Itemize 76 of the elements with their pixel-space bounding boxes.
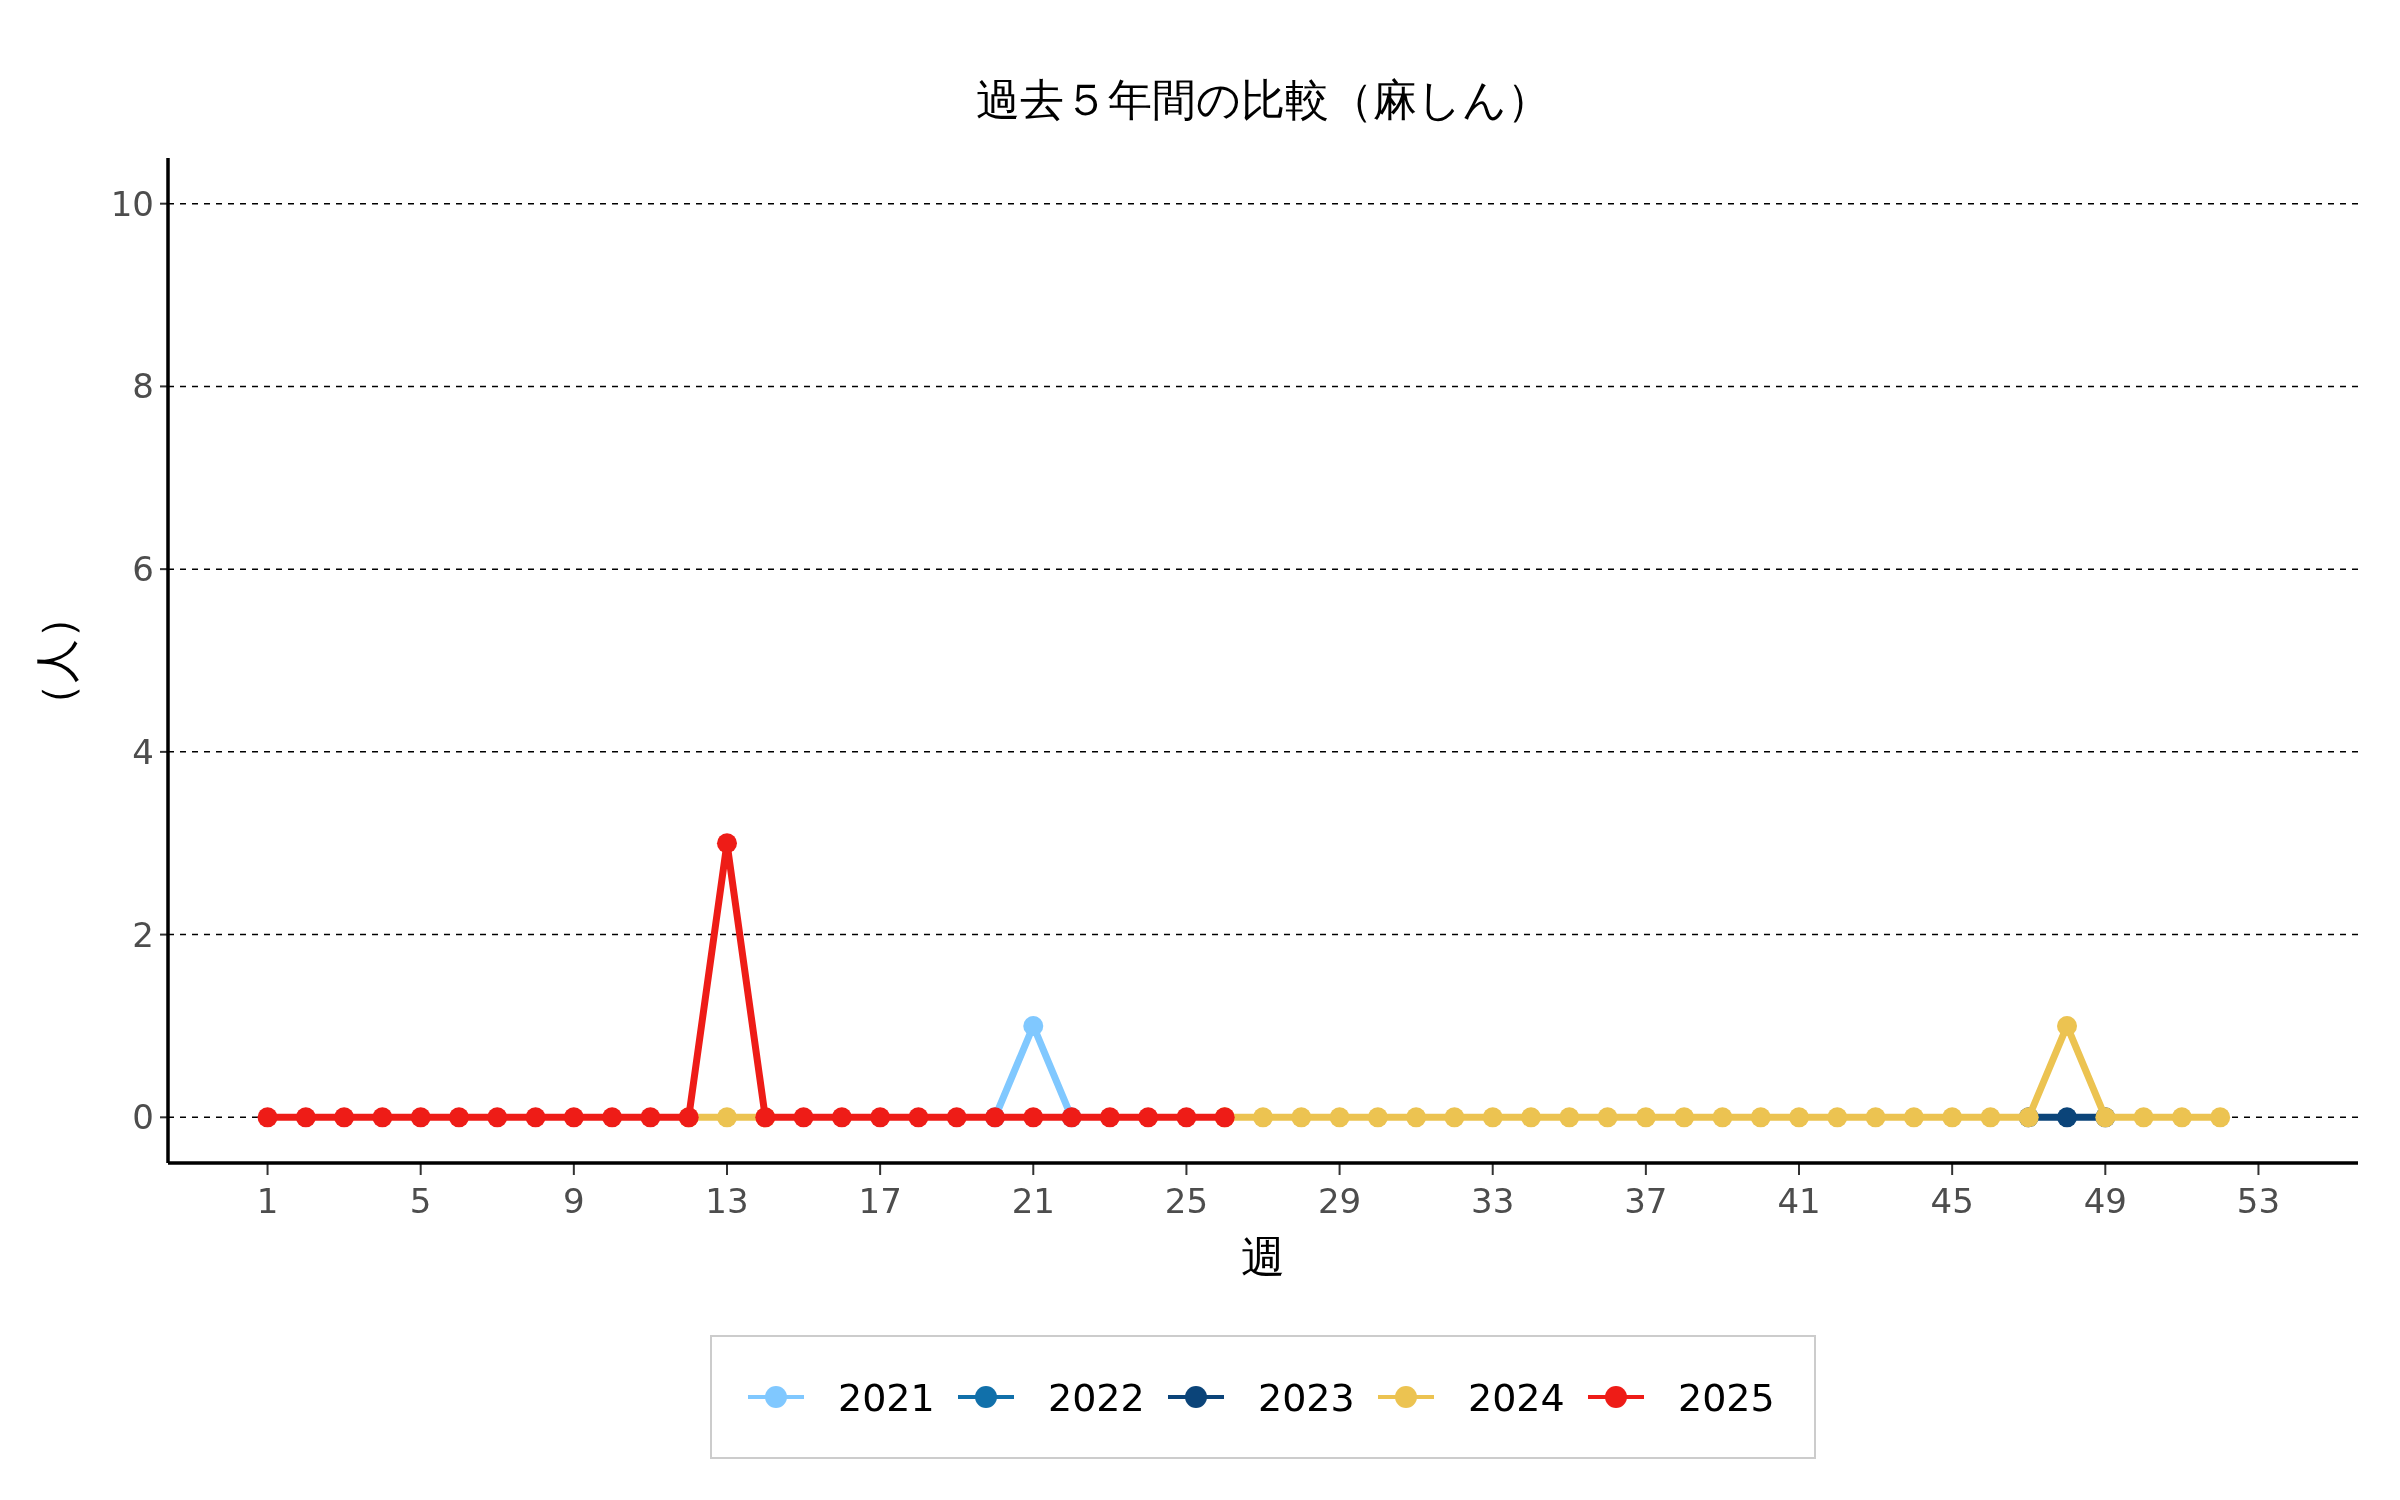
point — [1023, 1015, 1044, 1036]
point — [487, 1107, 508, 1128]
point — [1023, 1107, 1044, 1128]
point — [1980, 1107, 2001, 1128]
point — [295, 1107, 316, 1128]
point — [410, 1107, 431, 1128]
point — [2057, 1107, 2078, 1128]
x-tick-label: 5 — [409, 1181, 432, 1221]
y-tick-label: 0 — [132, 1097, 154, 1138]
point — [1865, 1107, 1886, 1128]
point — [602, 1107, 623, 1128]
chart-title: 過去５年間の比較（麻しん） — [975, 74, 1551, 125]
point — [1406, 1107, 1427, 1128]
point — [525, 1107, 546, 1128]
y-tick-label: 8 — [132, 366, 154, 407]
x-tick-label: 9 — [563, 1181, 585, 1221]
point — [2171, 1107, 2192, 1128]
y-tick-label: 2 — [132, 914, 154, 955]
x-tick-label: 17 — [858, 1181, 902, 1221]
point — [908, 1107, 929, 1128]
point — [1291, 1107, 1312, 1128]
point — [1253, 1107, 1273, 1128]
y-tick-label: 6 — [132, 549, 154, 590]
point — [946, 1107, 967, 1128]
x-axis-title: 週 — [1241, 1231, 1285, 1282]
x-tick-label: 1 — [256, 1181, 279, 1221]
point — [1789, 1107, 1810, 1128]
point — [334, 1107, 355, 1128]
x-tick-label: 45 — [1930, 1181, 1974, 1221]
point — [1099, 1107, 1120, 1128]
point — [831, 1107, 852, 1128]
x-tick-label: 29 — [1317, 1181, 1362, 1221]
x-tick-label: 13 — [705, 1181, 749, 1221]
point — [2133, 1107, 2154, 1128]
point — [793, 1107, 814, 1128]
y-axis-title: （人） — [31, 594, 82, 727]
point — [1674, 1107, 1695, 1128]
point — [1367, 1107, 1388, 1128]
point — [1942, 1107, 1963, 1128]
x-tick-label: 21 — [1011, 1181, 1055, 1221]
point — [448, 1107, 469, 1128]
point — [1559, 1107, 1580, 1128]
point — [257, 1107, 278, 1128]
x-tick-label: 25 — [1164, 1181, 1209, 1221]
point — [1597, 1107, 1618, 1128]
point — [563, 1107, 584, 1128]
x-tick-label: 53 — [2236, 1181, 2281, 1221]
point — [1482, 1107, 1503, 1128]
point — [1750, 1107, 1771, 1128]
x-tick-label: 37 — [1624, 1181, 1668, 1221]
x-tick-label: 49 — [2083, 1181, 2127, 1221]
legend-label: 2025 — [1678, 1376, 1775, 1420]
point — [716, 833, 737, 854]
x-tick-label: 41 — [1777, 1181, 1821, 1221]
legend-label: 2021 — [838, 1376, 935, 1420]
point — [1329, 1107, 1350, 1128]
point — [870, 1107, 891, 1128]
point — [1903, 1107, 1924, 1128]
legend-label: 2022 — [1048, 1376, 1145, 1420]
point — [1827, 1107, 1848, 1128]
y-tick-label: 10 — [110, 183, 154, 224]
point — [2057, 1015, 2078, 1036]
point — [372, 1107, 393, 1128]
point — [716, 1107, 737, 1128]
point — [1444, 1107, 1465, 1128]
point — [640, 1107, 661, 1128]
point — [1176, 1107, 1197, 1128]
legend-label: 2023 — [1258, 1376, 1355, 1420]
x-tick-label: 33 — [1471, 1181, 1515, 1221]
legend-label: 2024 — [1468, 1376, 1565, 1420]
point — [1521, 1107, 1542, 1128]
point — [1138, 1107, 1159, 1128]
point — [1635, 1107, 1656, 1128]
point — [2210, 1107, 2231, 1128]
y-tick-label: 4 — [132, 731, 154, 772]
point — [1712, 1107, 1733, 1128]
